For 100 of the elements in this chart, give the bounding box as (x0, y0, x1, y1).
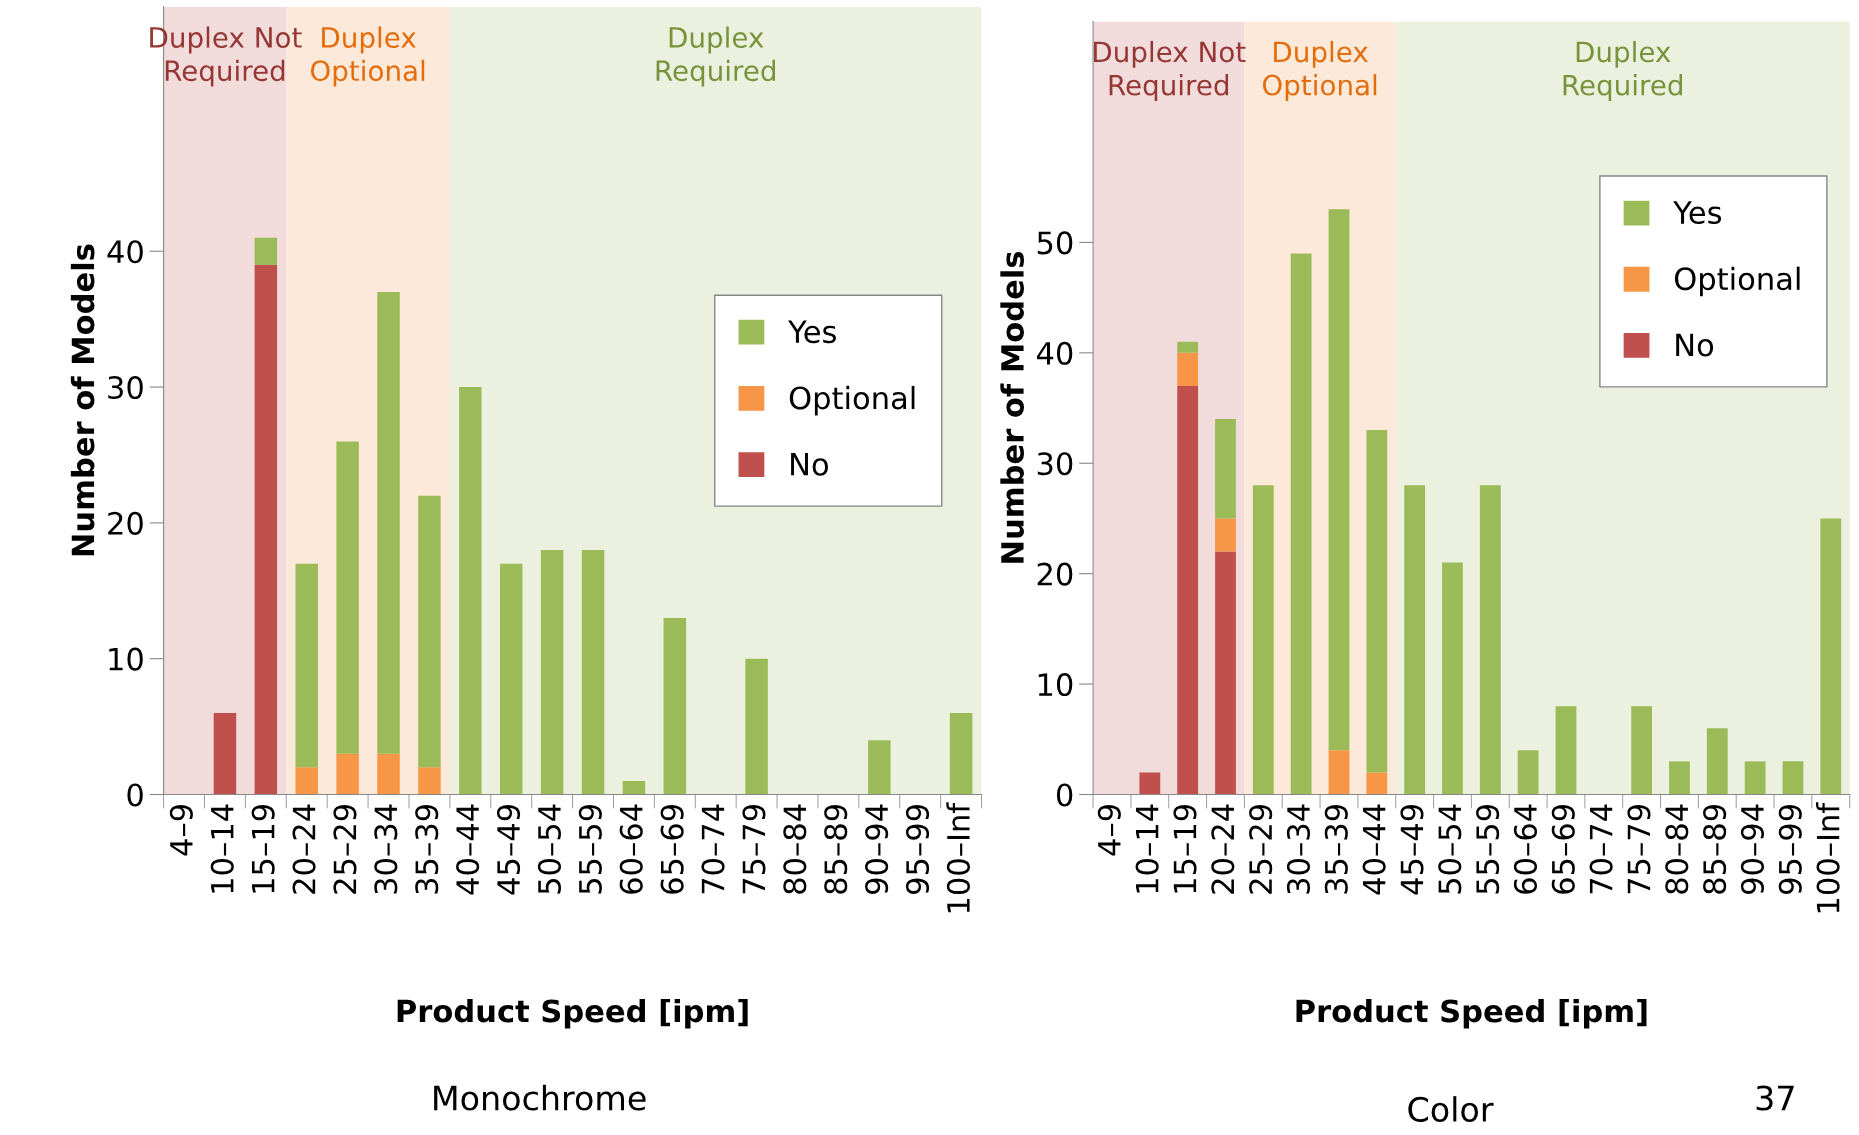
y-axis-title: Number of Models (1000, 251, 1024, 563)
x-tick-label: 85–89 (1703, 804, 1727, 894)
x-tick-label: 30–34 (374, 804, 398, 894)
bar (1215, 419, 1236, 519)
x-tick-label: 95–99 (905, 804, 930, 894)
x-tick-label: 75–79 (742, 804, 766, 894)
bar (336, 441, 359, 754)
x-tick-label: 10–14 (1135, 804, 1159, 893)
x-tick-label: 30–34 (1286, 804, 1311, 894)
x-tick-label: 60–64 (619, 804, 643, 894)
bar (622, 780, 646, 795)
x-tick-label: 75–79 (1627, 804, 1651, 894)
bar (1177, 341, 1199, 353)
band-label: Duplex Optional (310, 26, 425, 87)
y-tick-label: 10 (109, 647, 143, 671)
bar (254, 264, 278, 795)
x-tick-label: 90–94 (865, 804, 889, 894)
text: Monochrome (434, 1084, 646, 1111)
bar (745, 658, 768, 795)
legend-label: Optional (789, 385, 915, 416)
bar (377, 753, 400, 795)
legend-label: Yes (1673, 201, 1722, 225)
bar (377, 292, 400, 754)
bar (1139, 772, 1161, 795)
bar (1366, 772, 1388, 795)
bar (418, 495, 441, 768)
legend-label: No (791, 453, 828, 476)
legend-label: Yes (788, 320, 836, 344)
bar (1177, 385, 1199, 795)
y-tick-label: 30 (108, 376, 143, 400)
y-tick-label: 40 (1036, 341, 1073, 365)
x-tick-label: 40–44 (1362, 804, 1386, 895)
y-tick-label: 50 (1037, 231, 1073, 255)
bar (1744, 761, 1766, 795)
bar (1366, 430, 1388, 773)
bar (663, 617, 687, 795)
x-tick-label: 55–59 (578, 804, 602, 894)
bar (1328, 750, 1350, 795)
x-tick-label: 95–99 (1778, 804, 1802, 894)
bar (949, 713, 973, 795)
bar (868, 740, 891, 795)
x-tick-label: 45–49 (1400, 804, 1424, 895)
bar (540, 550, 564, 795)
bar (1479, 485, 1501, 795)
bar (418, 767, 441, 795)
x-tick-label: 35–39 (415, 804, 439, 894)
bar (213, 713, 237, 795)
y-tick-label: 20 (108, 511, 143, 535)
x-tick-label: 85–89 (824, 804, 848, 894)
bar (1215, 551, 1236, 795)
y-axis-title: Number of Models (70, 244, 95, 556)
x-tick-label: 20–24 (292, 804, 316, 894)
band-label: Duplex Optional (1262, 40, 1377, 101)
x-tick-label: 70–74 (701, 804, 725, 894)
x-tick-label: 70–74 (1589, 804, 1613, 894)
bar (499, 563, 523, 795)
bar (1404, 485, 1426, 795)
bar (1782, 761, 1804, 795)
x-tick-label: 4–9 (1097, 804, 1121, 856)
text: 37 (1756, 1085, 1794, 1111)
bar (336, 753, 359, 795)
y-tick-label: 40 (107, 240, 143, 264)
bar (1820, 518, 1842, 795)
x-tick-label: 80–84 (1665, 804, 1689, 894)
bar (581, 550, 605, 795)
band-label: Duplex Required (656, 26, 775, 87)
x-tick-label: 100–Inf (946, 802, 970, 913)
legend-label: No (1676, 333, 1714, 357)
bar (254, 237, 278, 265)
x-tick-label: 90–94 (1740, 804, 1764, 894)
y-tick-label: 30 (1037, 452, 1073, 476)
x-tick-label: 20–24 (1211, 804, 1235, 894)
bar (1631, 706, 1653, 795)
bar (1328, 209, 1350, 751)
x-tick-label: 25–29 (333, 804, 357, 894)
bar (1215, 518, 1236, 552)
x-tick-label: 40–44 (456, 804, 480, 895)
bar (295, 563, 318, 768)
bar (295, 767, 318, 795)
text: Color (1408, 1096, 1494, 1122)
x-tick-label: 65–69 (660, 804, 684, 894)
y-tick-label: 10 (1038, 673, 1073, 697)
band-label: Duplex Required (1563, 40, 1682, 101)
band-label: Duplex Not Required (1094, 40, 1246, 101)
bar (1252, 485, 1274, 795)
x-tick-label: 35–39 (1324, 804, 1348, 894)
bar (459, 387, 482, 795)
x-tick-label: 4–9 (169, 804, 193, 856)
x-tick-label: 45–49 (496, 804, 521, 895)
x-tick-label: 80–84 (783, 804, 807, 894)
x-tick-label: 60–64 (1513, 804, 1538, 894)
x-tick-label: 15–19 (251, 804, 275, 893)
bar (1517, 750, 1539, 795)
x-tick-label: 50–54 (1438, 804, 1462, 894)
x-axis-title: Product Speed [ipm] (1296, 998, 1647, 1029)
x-tick-label: 50–54 (537, 804, 561, 894)
bar (1706, 728, 1728, 795)
x-tick-label: 100–Inf (1816, 802, 1840, 913)
bar (1555, 706, 1577, 795)
x-tick-label: 10–14 (210, 804, 234, 893)
